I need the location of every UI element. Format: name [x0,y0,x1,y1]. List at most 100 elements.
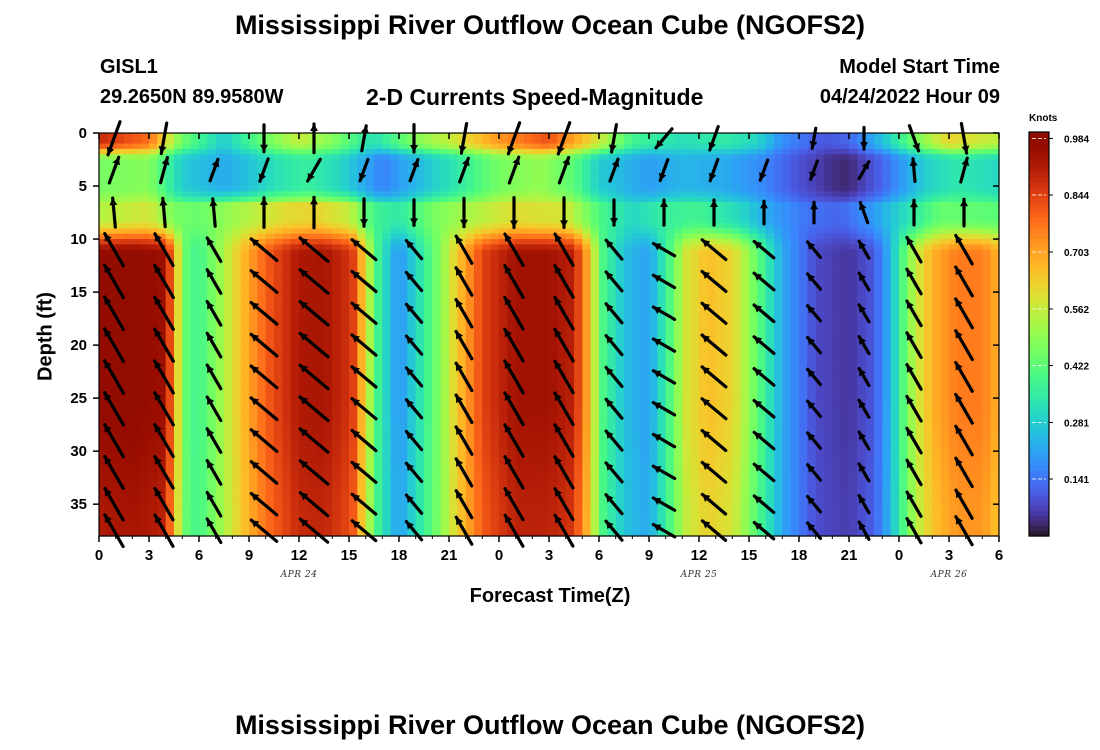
vector-arrow [503,327,525,363]
vector-arrow [954,515,974,547]
vector-arrow [954,265,974,298]
vector-arrow [651,305,677,321]
vector-arrow [209,197,218,228]
vector-arrow [954,360,974,393]
vector-arrow [350,365,378,389]
vector-arrow [503,487,525,522]
vector-arrow [905,394,923,423]
vector-arrow [604,302,624,325]
vector-arrow [752,303,776,324]
date-label: APR 24 [280,570,318,580]
vector-arrow [700,429,728,453]
vector-arrow [103,486,125,522]
vector-arrow [153,359,175,395]
vector-arrow [805,272,823,291]
vector-arrow [651,241,677,258]
vector-arrow [350,269,378,294]
vector-arrow [503,391,525,427]
vector-arrow [350,519,378,543]
vector-arrow [857,271,871,292]
vector-arrow [350,492,378,516]
vector-arrow [905,299,923,328]
model-start-value: 04/24/2022 Hour 09 [819,86,1000,108]
vector-arrow [651,432,677,449]
vector-arrow [454,361,474,393]
vector-arrow [350,238,378,262]
vector-arrow [805,463,823,482]
vector-arrow [404,461,424,483]
velocity-vectors [102,120,974,549]
vector-arrow [153,486,175,522]
vector-arrow [752,367,776,387]
vector-arrow [553,359,575,395]
vector-arrow [107,155,121,185]
vector-arrow [805,367,823,387]
vector-arrow [857,335,871,356]
vector-arrow [604,270,624,293]
vector-arrow [208,157,220,183]
vector-arrow [454,425,474,456]
vector-arrow [404,519,424,542]
vector-arrow [102,327,126,363]
vector-arrow [909,157,918,183]
vector-arrow [298,517,330,544]
vector-arrow [503,232,525,267]
vector-arrow [857,430,871,451]
x-tick-label: 0 [895,547,903,564]
x-axis-title: Forecast Time(Z) [469,585,631,607]
vector-arrow [658,158,670,183]
vector-arrow [708,124,720,152]
vector-arrow [805,399,823,418]
vector-arrow [310,195,318,230]
vector-arrow [905,458,923,487]
vector-arrow [651,401,677,417]
vector-arrow [710,198,718,227]
vector-arrow [205,517,223,545]
vector-arrow [752,398,776,419]
chart-subtitle: 2-D Currents Speed-Magnitude [366,84,704,110]
vector-arrow [752,494,776,515]
vector-arrow [604,334,624,357]
vector-arrow [556,121,572,156]
x-tick-label: 15 [341,547,358,564]
vector-arrow [404,493,424,515]
vector-arrow [503,264,525,299]
vector-arrow [249,491,279,517]
vector-arrow [506,121,522,156]
vector-arrow [654,127,674,150]
vector-arrow [298,427,330,454]
vector-arrow [102,359,126,395]
vector-arrow [153,263,175,300]
y-tick-label: 15 [70,284,87,301]
vector-arrow [553,295,575,331]
x-tick-label: 6 [195,547,203,564]
vector-arrow [604,365,624,388]
vector-arrow [249,300,279,326]
vector-arrow [857,366,871,387]
vector-arrow [959,121,970,155]
vector-arrow [553,423,575,458]
vector-arrow [960,197,968,228]
vector-arrow [454,266,474,297]
vector-arrow [454,234,474,265]
vector-arrow [458,121,469,155]
vector-arrow [805,431,823,450]
vector-arrow [153,455,175,490]
x-tick-label: 21 [841,547,858,564]
vector-arrow [106,120,122,157]
vector-arrow [109,196,118,229]
vector-arrow [350,301,378,325]
vector-arrow [205,490,223,518]
vector-arrow [905,426,923,455]
vector-arrow [608,122,619,154]
colorbar-tick-label: 0.984 [1064,134,1089,145]
heatmap [99,133,1000,537]
vector-arrow [651,496,677,512]
vector-arrow [503,359,525,395]
vector-arrow [360,124,369,153]
vector-arrow [298,300,330,327]
vector-arrow [153,513,175,548]
y-tick-label: 30 [70,443,87,460]
vector-arrow [553,232,575,267]
